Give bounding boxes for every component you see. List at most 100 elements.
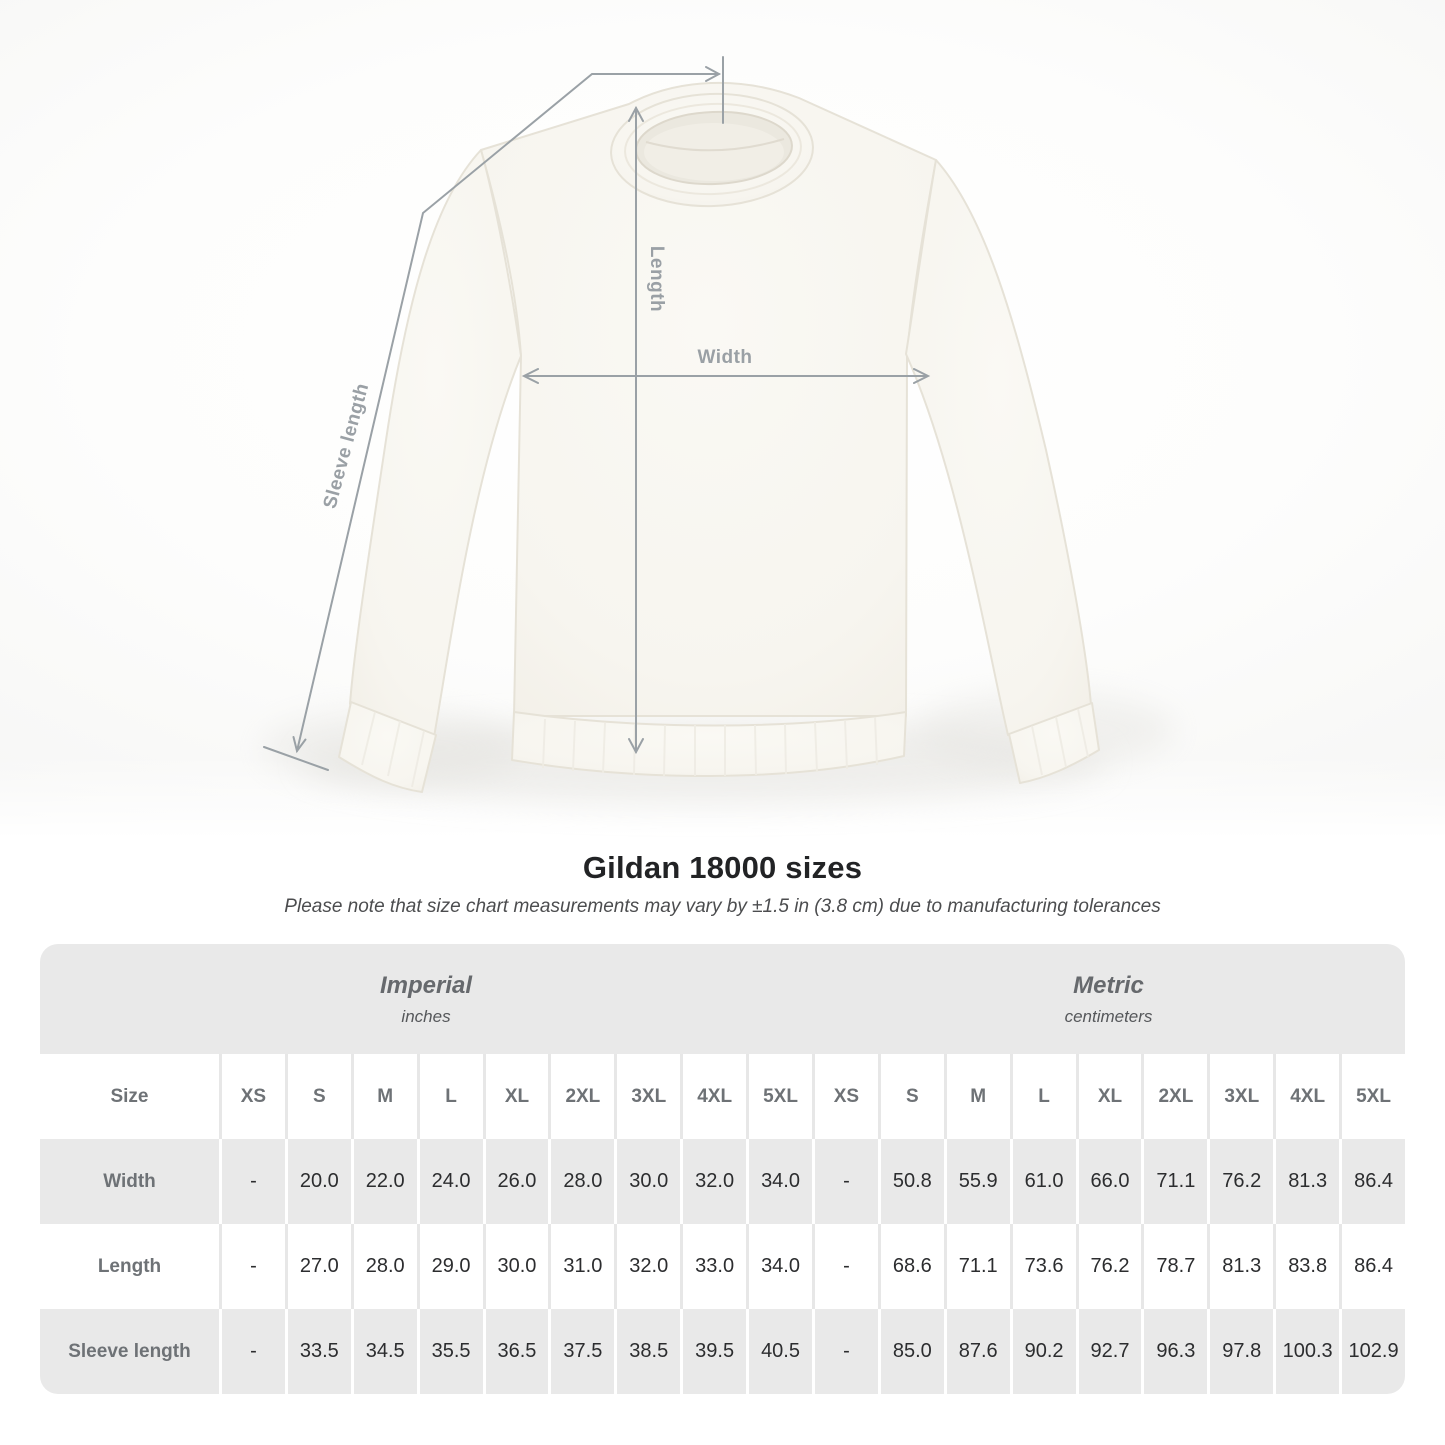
metric-value: 78.7 [1141, 1224, 1208, 1309]
size-table-body: Width -20.0 22.0 24.0 26.0 28.0 30.0 32.0 34.0-5… [40, 1139, 1405, 1394]
metric-value: 102.9 [1339, 1309, 1405, 1394]
imperial-value: 34.0 [746, 1139, 812, 1224]
collar-back-seam [645, 138, 785, 152]
metric-value: - [811, 1224, 878, 1309]
size-header-imperial-m: M [350, 1054, 417, 1139]
length-line [628, 105, 644, 755]
metric-value: 71.1 [943, 1224, 1010, 1309]
imperial-value: 20.0 [284, 1139, 351, 1224]
page-title: Gildan 18000 sizes [582, 850, 863, 885]
imperial-value: - [218, 1309, 285, 1394]
size-header-imperial-s: S [284, 1054, 351, 1139]
metric-value: 71.1 [1141, 1139, 1208, 1224]
imperial-value: 40.5 [746, 1309, 812, 1394]
width-line [521, 368, 931, 384]
metric-value: 85.0 [877, 1309, 944, 1394]
size-header-metric-3xl: 3XL [1207, 1054, 1274, 1139]
imperial-value: 33.5 [284, 1309, 351, 1394]
imperial-value: 37.5 [548, 1309, 615, 1394]
size-header-metric-s: S [877, 1054, 944, 1139]
metric-group-header: Metric centimeters [812, 944, 1405, 1054]
sweatshirt-illustration: Length Width Sleeve length [262, 56, 1175, 804]
imperial-value: 30.0 [614, 1139, 681, 1224]
right-sleeve [905, 159, 1092, 736]
imperial-value: - [218, 1139, 285, 1224]
collar-rib-line [624, 102, 802, 196]
row-label-length: Length [40, 1224, 219, 1309]
sleeve-length-measure-label: Sleeve length [320, 381, 374, 511]
imperial-group-title: Imperial [379, 971, 473, 999]
size-header-imperial-xs: XS [218, 1054, 285, 1139]
size-header-metric-4xl: 4XL [1273, 1054, 1340, 1139]
metric-value: 55.9 [943, 1139, 1010, 1224]
metric-value: 76.2 [1207, 1139, 1274, 1224]
metric-value: 73.6 [1009, 1224, 1076, 1309]
imperial-value: 22.0 [350, 1139, 417, 1224]
size-header-imperial-4xl: 4XL [680, 1054, 747, 1139]
imperial-value: 39.5 [680, 1309, 747, 1394]
metric-value: 92.7 [1075, 1309, 1142, 1394]
size-header-imperial-5xl: 5XL [746, 1054, 812, 1139]
collar-inner-fabric [644, 123, 784, 181]
metric-value: 86.4 [1339, 1139, 1405, 1224]
right-cuff [1008, 702, 1100, 784]
metric-value: 83.8 [1273, 1224, 1340, 1309]
row-label-width: Width [40, 1139, 219, 1224]
sweatshirt-measurement-diagram: Length Width Sleeve length [0, 0, 1445, 838]
metric-value: 68.6 [877, 1224, 944, 1309]
length-measure-label: Length [646, 246, 667, 312]
rib-lines [361, 708, 1089, 788]
size-header-metric-xs: XS [811, 1054, 878, 1139]
sweatshirt-graphic [338, 81, 1100, 793]
imperial-value: 36.5 [482, 1309, 549, 1394]
metric-value: 61.0 [1009, 1139, 1076, 1224]
measurement-row-length: Length -27.0 28.0 29.0 30.0 31.0 32.0 33.0 34.0-… [40, 1224, 1405, 1309]
metric-value: 90.2 [1009, 1309, 1076, 1394]
left-sleeve [349, 149, 522, 738]
width-measure-label: Width [697, 347, 752, 368]
metric-value: 66.0 [1075, 1139, 1142, 1224]
size-header-metric-l: L [1009, 1054, 1076, 1139]
imperial-value: 34.0 [746, 1224, 812, 1309]
metric-value: 86.4 [1339, 1224, 1405, 1309]
imperial-value: 35.5 [416, 1309, 483, 1394]
measurement-row-width: Width -20.0 22.0 24.0 26.0 28.0 30.0 32.0 34.0-5… [40, 1139, 1405, 1224]
size-header-metric-5xl: 5XL [1339, 1054, 1405, 1139]
imperial-value: 26.0 [482, 1139, 549, 1224]
metric-value: 87.6 [943, 1309, 1010, 1394]
row-label-sleeve_length: Sleeve length [40, 1309, 219, 1394]
imperial-group-header: Imperial inches [40, 944, 812, 1054]
imperial-value: 24.0 [416, 1139, 483, 1224]
metric-value: 96.3 [1141, 1309, 1208, 1394]
sleeve-length-line [263, 56, 724, 771]
metric-value: 76.2 [1075, 1224, 1142, 1309]
imperial-value: - [218, 1224, 285, 1309]
imperial-value: 32.0 [614, 1224, 681, 1309]
size-header-imperial-3xl: 3XL [614, 1054, 681, 1139]
size-column-header: Size [40, 1054, 219, 1139]
metric-value: 50.8 [877, 1139, 944, 1224]
metric-value: 97.8 [1207, 1309, 1274, 1394]
imperial-value: 32.0 [680, 1139, 747, 1224]
imperial-value: 29.0 [416, 1224, 483, 1309]
imperial-value: 28.0 [548, 1139, 615, 1224]
unit-group-header-row: Imperial inches Metric centimeters [40, 944, 1405, 1054]
size-header-metric-2xl: 2XL [1141, 1054, 1208, 1139]
size-header-row: Size XS S M L XL 2XL 3XL 4XL 5XL XS S M L XL 2XL 3XL 4XL 5… [40, 1054, 1405, 1139]
size-header-metric-xl: XL [1075, 1054, 1142, 1139]
imperial-value: 38.5 [614, 1309, 681, 1394]
tolerance-note: Please note that size chart measurements… [284, 896, 1161, 917]
imperial-value: 33.0 [680, 1224, 747, 1309]
metric-group-unit: centimeters [1064, 1006, 1153, 1026]
metric-value: - [811, 1139, 878, 1224]
size-header-imperial-xl: XL [482, 1054, 549, 1139]
size-header-metric-m: M [943, 1054, 1010, 1139]
metric-value: - [811, 1309, 878, 1394]
size-header-imperial-2xl: 2XL [548, 1054, 615, 1139]
measurement-row-sleeve_length: Sleeve length -33.5 34.5 35.5 36.5 37.5 38.5 39… [40, 1309, 1405, 1394]
imperial-group-unit: inches [401, 1006, 451, 1026]
metric-value: 81.3 [1207, 1224, 1274, 1309]
imperial-value: 28.0 [350, 1224, 417, 1309]
imperial-value: 27.0 [284, 1224, 351, 1309]
